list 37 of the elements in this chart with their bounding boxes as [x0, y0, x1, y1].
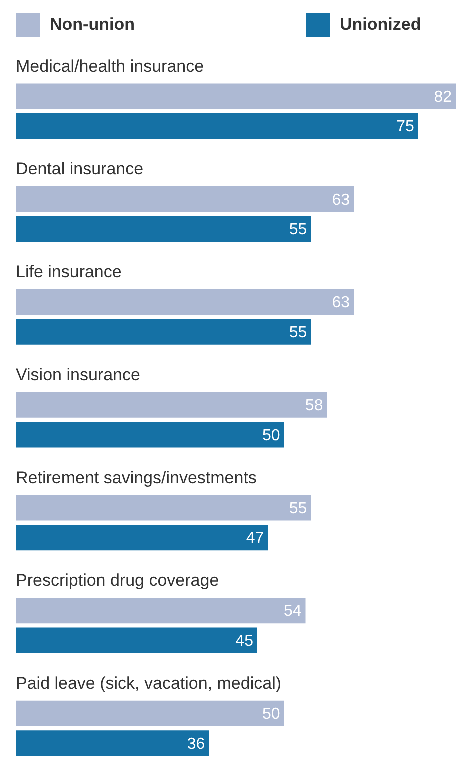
data-label: 63 [332, 294, 350, 312]
bar [16, 186, 354, 212]
y-tick-label: Retirement savings/investments [16, 468, 257, 488]
data-label: 45 [236, 633, 254, 650]
y-tick-label: Medical/health insurance [16, 56, 204, 76]
data-label: 82 [434, 88, 452, 106]
data-label: 63 [332, 192, 350, 209]
data-label: 58 [305, 397, 324, 414]
data-label: 75 [396, 118, 415, 136]
bar [16, 319, 312, 345]
legend-label: Unionized [340, 15, 422, 35]
bar [16, 700, 284, 726]
bar [16, 730, 210, 756]
data-label: 36 [187, 736, 206, 753]
bar [16, 628, 258, 654]
data-label: 55 [289, 222, 308, 239]
data-label: 50 [262, 706, 280, 724]
bar [16, 289, 354, 316]
bar [16, 422, 284, 448]
bar [16, 392, 328, 418]
bar [16, 114, 418, 140]
y-tick-label: Life insurance [16, 262, 122, 282]
y-tick-label: Prescription drug coverage [16, 571, 220, 590]
data-label: 47 [246, 530, 264, 548]
bar [16, 216, 312, 242]
bar [16, 84, 456, 110]
data-label: 50 [262, 427, 280, 444]
y-tick-label: Paid leave (sick, vacation, medical) [16, 674, 282, 694]
y-tick-label: Vision insurance [16, 365, 140, 384]
data-label: 55 [289, 324, 308, 342]
bar [16, 598, 306, 624]
data-label: 54 [284, 603, 302, 620]
y-tick-label: Dental insurance [16, 160, 144, 179]
data-label: 55 [289, 500, 308, 518]
legend-label: Non-union [50, 15, 135, 35]
bar [16, 495, 312, 521]
bar [16, 524, 268, 551]
